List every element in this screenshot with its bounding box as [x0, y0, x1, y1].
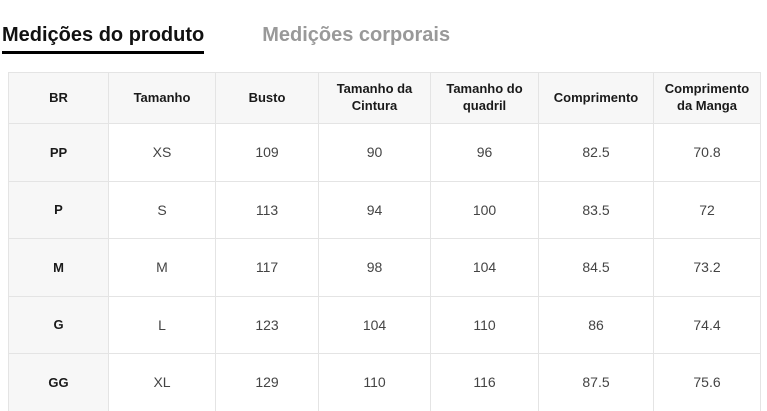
column-header: BR: [8, 72, 109, 124]
size-br-cell: GG: [8, 353, 109, 411]
tab-product-measurements[interactable]: Medições do produto: [2, 24, 205, 54]
measurement-cell: 74.4: [653, 295, 761, 354]
table-row: G L 123 104 110 86 74.4: [8, 295, 761, 354]
measurement-cell: 110: [430, 295, 539, 354]
tab-body-measurements[interactable]: Medições corporais: [262, 24, 451, 46]
measurement-cell: L: [108, 295, 216, 354]
measurement-cell: 83.5: [538, 180, 654, 239]
measurement-cell: 129: [215, 353, 319, 411]
measurement-cell: 73.2: [653, 238, 761, 297]
table-row: PP XS 109 90 96 82.5 70.8: [8, 123, 761, 182]
size-chart-tabs: Medições do produto Medições corporais: [0, 0, 767, 55]
measurement-cell: 104: [430, 238, 539, 297]
column-header: Comprimento: [538, 72, 654, 124]
measurement-cell: S: [108, 180, 216, 239]
size-br-cell: P: [8, 180, 109, 239]
table-row: P S 113 94 100 83.5 72: [8, 180, 761, 239]
measurement-cell: 113: [215, 180, 319, 239]
measurement-cell: 116: [430, 353, 539, 411]
table-header-row: BR Tamanho Busto Tamanho da Cintura Tamanho …: [8, 72, 761, 124]
measurement-cell: 100: [430, 180, 539, 239]
column-header: Tamanho: [108, 72, 216, 124]
measurement-cell: 75.6: [653, 353, 761, 411]
measurement-cell: 90: [318, 123, 431, 182]
size-br-cell: G: [8, 295, 109, 354]
measurement-cell: 86: [538, 295, 654, 354]
measurement-cell: 70.8: [653, 123, 761, 182]
size-br-cell: M: [8, 238, 109, 297]
column-header: Busto: [215, 72, 319, 124]
measurement-cell: XL: [108, 353, 216, 411]
measurement-cell: 123: [215, 295, 319, 354]
measurement-cell: 110: [318, 353, 431, 411]
measurement-cell: 82.5: [538, 123, 654, 182]
column-header: Tamanho do quadril: [430, 72, 539, 124]
measurement-cell: 104: [318, 295, 431, 354]
measurement-cell: 72: [653, 180, 761, 239]
measurement-cell: 87.5: [538, 353, 654, 411]
measurement-cell: 98: [318, 238, 431, 297]
measurement-cell: 117: [215, 238, 319, 297]
table-row: M M 117 98 104 84.5 73.2: [8, 238, 761, 297]
column-header: Tamanho da Cintura: [318, 72, 431, 124]
table-row: GG XL 129 110 116 87.5 75.6: [8, 353, 761, 411]
measurement-cell: 84.5: [538, 238, 654, 297]
measurement-cell: M: [108, 238, 216, 297]
measurement-cell: 96: [430, 123, 539, 182]
table-body: PP XS 109 90 96 82.5 70.8 P S 113 94 100 83.5 72 M M 117…: [8, 123, 761, 411]
size-chart-table: BR Tamanho Busto Tamanho da Cintura Tamanho …: [8, 72, 761, 411]
size-br-cell: PP: [8, 123, 109, 182]
column-header: Comprimento da Manga: [653, 72, 761, 124]
measurement-cell: 109: [215, 123, 319, 182]
measurement-cell: 94: [318, 180, 431, 239]
measurement-cell: XS: [108, 123, 216, 182]
